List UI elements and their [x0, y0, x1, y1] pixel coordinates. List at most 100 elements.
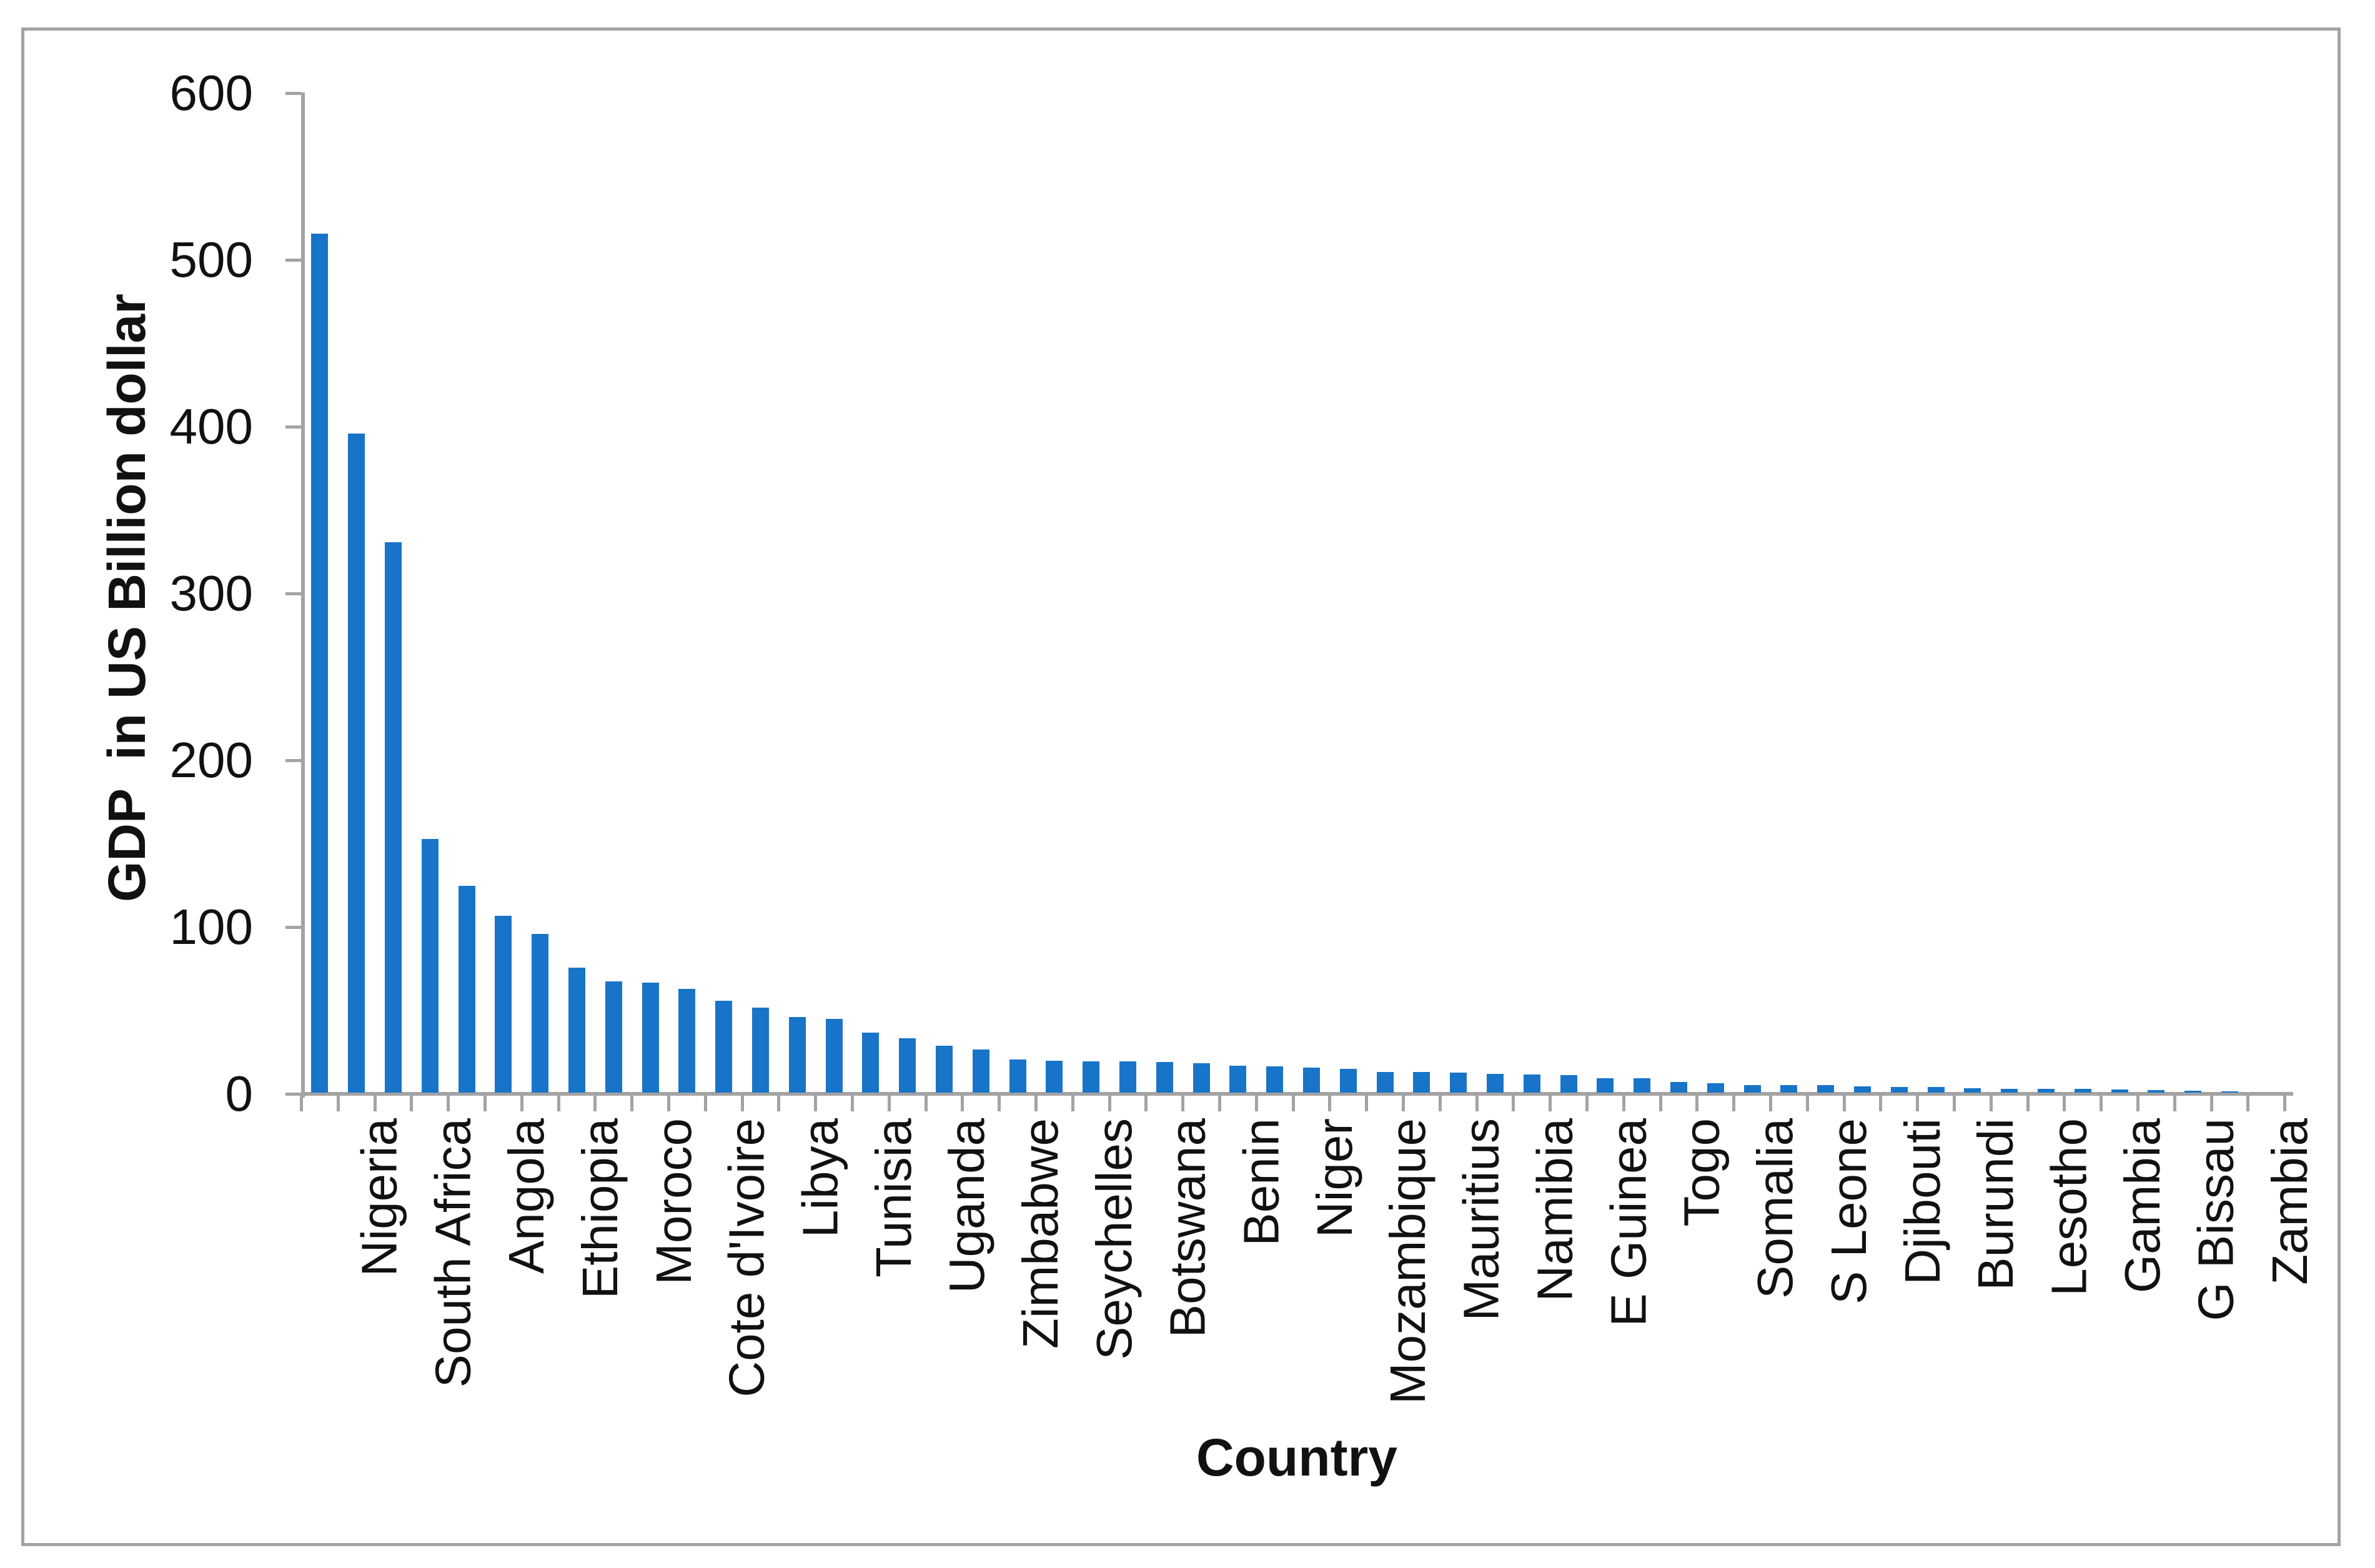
- y-tick-label: 100: [169, 899, 253, 955]
- chart-border-frame: [21, 27, 2341, 1546]
- bar: [862, 1032, 880, 1093]
- bar: [1890, 1086, 1908, 1093]
- bar: [1413, 1072, 1430, 1093]
- x-axis-tick: [593, 1096, 597, 1111]
- y-axis-tick: [285, 425, 302, 429]
- bar: [458, 885, 475, 1093]
- bar: [1743, 1084, 1761, 1093]
- x-axis-tick: [1365, 1096, 1369, 1111]
- bar: [715, 1001, 733, 1093]
- x-axis-tick: [1254, 1096, 1258, 1111]
- bar: [1266, 1066, 1284, 1093]
- x-axis-tick: [1144, 1096, 1148, 1111]
- bar: [1670, 1082, 1687, 1093]
- x-axis-tick: [373, 1096, 377, 1111]
- y-tick-label: 0: [225, 1066, 254, 1121]
- bar: [1303, 1068, 1320, 1093]
- x-axis-tick: [1475, 1096, 1479, 1111]
- x-tick-label: Zimbabwe: [1013, 1118, 1069, 1349]
- x-axis-tick: [667, 1096, 670, 1111]
- x-axis-tick: [1108, 1096, 1111, 1111]
- x-axis-tick: [777, 1096, 781, 1111]
- bar: [2148, 1089, 2165, 1093]
- x-axis-tick: [1438, 1096, 1442, 1111]
- x-axis-tick: [851, 1096, 854, 1111]
- x-tick-label: South Africa: [425, 1118, 481, 1388]
- x-tick-label: Lesotho: [2041, 1118, 2097, 1296]
- bar: [568, 967, 585, 1093]
- x-axis-tick: [1071, 1096, 1074, 1111]
- x-axis-tick: [2246, 1096, 2250, 1111]
- bar: [752, 1007, 769, 1093]
- x-axis-line: [301, 1092, 2293, 1096]
- bar: [1046, 1061, 1063, 1093]
- bar: [1634, 1078, 1651, 1093]
- bar: [972, 1049, 989, 1093]
- y-tick-label: 400: [169, 399, 253, 454]
- x-axis-tick: [1034, 1096, 1038, 1111]
- bar: [642, 983, 659, 1093]
- x-axis-tick: [1622, 1096, 1625, 1111]
- x-tick-label: Angola: [498, 1118, 555, 1274]
- bar: [421, 839, 439, 1093]
- x-axis-tick: [1989, 1096, 1993, 1111]
- x-axis-tick: [887, 1096, 891, 1111]
- x-axis-tick: [1769, 1096, 1772, 1111]
- bar: [788, 1017, 806, 1093]
- x-tick-label: Botswana: [1159, 1118, 1216, 1338]
- x-axis-tick: [1916, 1096, 1920, 1111]
- bar: [1083, 1061, 1100, 1093]
- x-axis-tick: [1218, 1096, 1221, 1111]
- x-tick-label: Somalia: [1747, 1118, 1803, 1299]
- bar: [1229, 1066, 1247, 1093]
- bar: [385, 542, 402, 1093]
- bar: [1560, 1074, 1577, 1093]
- bar: [1780, 1085, 1798, 1093]
- bar: [1376, 1071, 1394, 1093]
- x-axis-tick: [300, 1096, 303, 1111]
- bar: [495, 915, 512, 1093]
- x-tick-label: Togo: [1673, 1118, 1730, 1227]
- bar: [311, 233, 329, 1093]
- y-axis-tick: [285, 592, 302, 595]
- bar: [1156, 1061, 1173, 1093]
- bar: [1339, 1069, 1357, 1093]
- x-axis-tick: [1549, 1096, 1552, 1111]
- bar: [1523, 1074, 1540, 1093]
- x-tick-label: G Bissau: [2188, 1118, 2244, 1321]
- x-axis-tick: [1732, 1096, 1736, 1111]
- x-axis-tick: [483, 1096, 487, 1111]
- x-tick-label: Nigeria: [351, 1118, 407, 1277]
- x-axis-tick: [410, 1096, 414, 1111]
- y-axis-tick: [285, 1092, 302, 1096]
- x-axis-tick: [1842, 1096, 1846, 1111]
- y-axis-tick: [285, 258, 302, 262]
- x-axis-tick: [630, 1096, 634, 1111]
- x-axis-tick: [336, 1096, 340, 1111]
- bar: [2074, 1089, 2091, 1093]
- x-tick-label: Niger: [1306, 1118, 1362, 1238]
- x-tick-label: Benin: [1233, 1118, 1289, 1246]
- x-axis-tick: [2063, 1096, 2066, 1111]
- bar: [1009, 1059, 1026, 1093]
- x-axis-tick: [2100, 1096, 2103, 1111]
- y-axis-tick: [285, 758, 302, 762]
- x-tick-label: Mauritius: [1453, 1118, 1509, 1321]
- x-tick-label: Namibia: [1527, 1118, 1583, 1302]
- x-axis-tick: [1659, 1096, 1662, 1111]
- bar: [1597, 1078, 1614, 1093]
- x-tick-label: Mozambique: [1380, 1118, 1436, 1405]
- x-axis-tick: [814, 1096, 818, 1111]
- x-axis-tick: [1805, 1096, 1809, 1111]
- x-tick-label: Moroco: [645, 1118, 702, 1285]
- x-axis-tick: [1585, 1096, 1589, 1111]
- x-axis-tick: [924, 1096, 928, 1111]
- bar: [605, 981, 622, 1093]
- bar: [1964, 1088, 1981, 1093]
- x-axis-tick: [520, 1096, 523, 1111]
- x-tick-label: Djibouti: [1894, 1118, 1950, 1285]
- x-axis-tick: [703, 1096, 707, 1111]
- bar: [1192, 1063, 1210, 1093]
- x-axis-tick: [2283, 1096, 2287, 1111]
